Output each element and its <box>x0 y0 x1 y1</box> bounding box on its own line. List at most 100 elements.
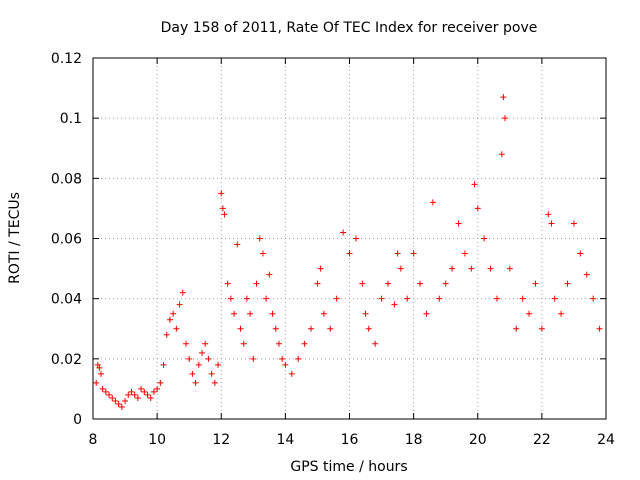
data-point <box>93 379 100 386</box>
data-point <box>144 391 151 398</box>
data-point <box>474 205 481 212</box>
data-point <box>471 181 478 188</box>
data-point <box>115 400 122 407</box>
data-point <box>493 295 500 302</box>
data-point <box>340 229 347 236</box>
data-point <box>112 397 119 404</box>
grid-lines <box>93 58 606 419</box>
data-point <box>147 394 154 401</box>
x-tick-label: 24 <box>597 432 615 448</box>
data-point <box>436 295 443 302</box>
data-point <box>481 235 488 242</box>
data-point <box>141 388 148 395</box>
data-point <box>173 325 180 332</box>
data-point <box>94 361 101 368</box>
data-point <box>417 280 424 287</box>
x-tick-label: 22 <box>533 432 551 448</box>
data-point <box>282 361 289 368</box>
data-point <box>154 385 161 392</box>
data-point <box>253 280 260 287</box>
data-point <box>333 295 340 302</box>
data-point <box>429 199 436 206</box>
data-point <box>157 379 164 386</box>
data-point <box>131 391 138 398</box>
data-point <box>272 325 279 332</box>
data-points <box>93 94 603 410</box>
chart-title: Day 158 of 2011, Rate Of TEC Index for r… <box>161 20 538 36</box>
data-point <box>219 205 226 212</box>
data-point <box>502 115 509 122</box>
x-tick-label: 14 <box>276 432 294 448</box>
data-point <box>275 340 282 347</box>
data-point <box>205 355 212 362</box>
data-point <box>404 295 411 302</box>
data-point <box>215 361 222 368</box>
data-point <box>384 280 391 287</box>
data-point <box>506 265 513 272</box>
data-point <box>365 325 372 332</box>
data-point <box>259 250 266 257</box>
x-tick-label: 20 <box>469 432 487 448</box>
data-point <box>227 295 234 302</box>
data-point <box>378 295 385 302</box>
data-point <box>570 220 577 227</box>
data-point <box>513 325 520 332</box>
data-point <box>455 220 462 227</box>
x-tick-label: 10 <box>148 432 166 448</box>
data-point <box>558 310 565 317</box>
data-point <box>266 271 273 278</box>
data-point <box>461 250 468 257</box>
data-point <box>500 94 507 101</box>
data-point <box>468 265 475 272</box>
data-point <box>288 370 295 377</box>
data-point <box>346 250 353 257</box>
data-point <box>250 355 257 362</box>
data-point <box>189 370 196 377</box>
data-point <box>240 340 247 347</box>
data-point <box>211 379 218 386</box>
data-point <box>98 370 105 377</box>
x-tick-label: 16 <box>341 432 359 448</box>
data-point <box>519 295 526 302</box>
data-point <box>359 280 366 287</box>
data-point <box>362 310 369 317</box>
data-point <box>243 295 250 302</box>
data-point <box>442 280 449 287</box>
data-point <box>352 235 359 242</box>
data-point <box>202 340 209 347</box>
data-point <box>564 280 571 287</box>
data-point <box>487 265 494 272</box>
data-point <box>590 295 597 302</box>
data-point <box>237 325 244 332</box>
data-point <box>526 310 533 317</box>
y-tick-labels: 0 0.02 0.04 0.06 0.08 0.1 0.12 <box>51 51 82 428</box>
data-point <box>106 391 113 398</box>
data-point <box>423 310 430 317</box>
x-tick-label: 18 <box>405 432 423 448</box>
x-tick-labels: 8 10 12 14 16 18 20 22 24 <box>89 432 615 448</box>
data-point <box>182 340 189 347</box>
data-point <box>102 388 109 395</box>
data-point <box>195 361 202 368</box>
data-point <box>548 220 555 227</box>
data-point <box>308 325 315 332</box>
y-tick-label: 0.04 <box>51 292 82 308</box>
data-point <box>199 349 206 356</box>
data-point <box>179 289 186 296</box>
data-point <box>263 295 270 302</box>
data-point <box>545 211 552 218</box>
data-point <box>256 235 263 242</box>
data-point <box>118 403 125 410</box>
data-point <box>449 265 456 272</box>
data-point <box>221 211 228 218</box>
y-tick-label: 0 <box>73 412 82 428</box>
data-point <box>538 325 545 332</box>
data-point <box>138 385 145 392</box>
data-point <box>327 325 334 332</box>
data-point <box>128 388 135 395</box>
x-tick-label: 12 <box>212 432 230 448</box>
data-point <box>234 241 241 248</box>
data-point <box>134 394 141 401</box>
